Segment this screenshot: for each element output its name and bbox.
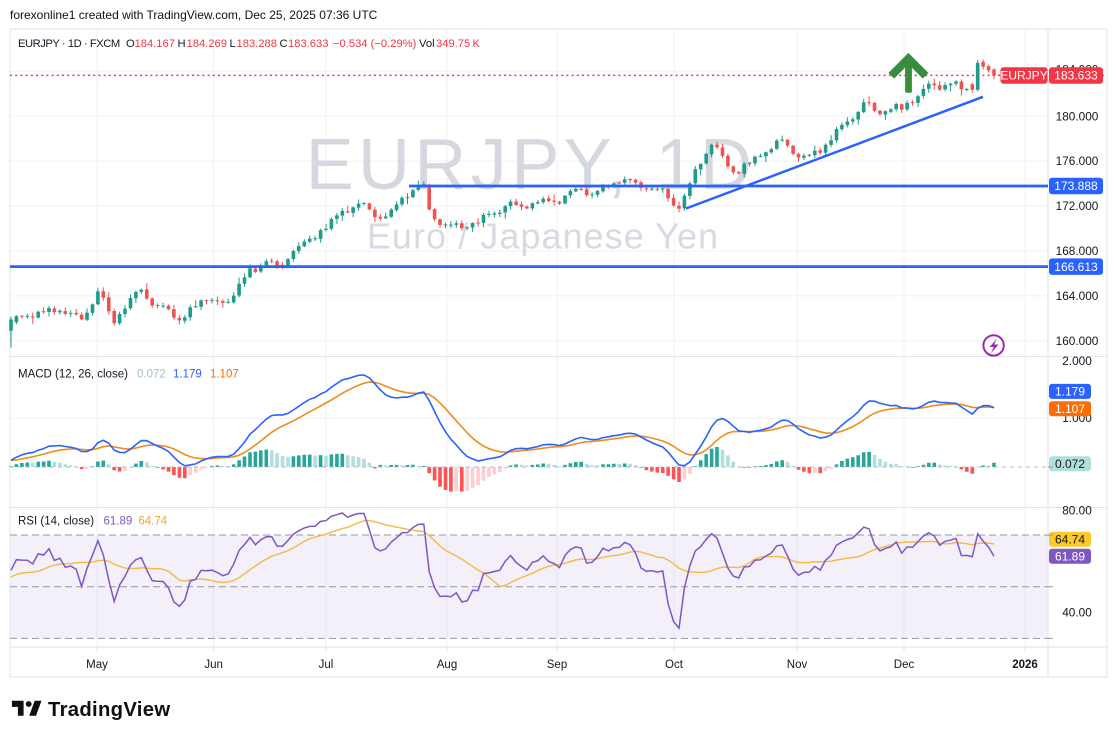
svg-text:Sep: Sep <box>547 659 567 671</box>
svg-text:183.633: 183.633 <box>1054 69 1098 83</box>
svg-text:0.072: 0.072 <box>1055 457 1085 471</box>
svg-text:C: C <box>280 38 288 50</box>
svg-text:168.000: 168.000 <box>1056 244 1099 258</box>
svg-text:183.288: 183.288 <box>237 38 277 50</box>
svg-text:64.74: 64.74 <box>138 516 167 528</box>
svg-text:184.269: 184.269 <box>187 38 227 50</box>
svg-text:EURJPY, 1D: EURJPY, 1D <box>306 125 757 205</box>
svg-text:166.613: 166.613 <box>1054 260 1098 274</box>
svg-text:2.000: 2.000 <box>1062 354 1092 368</box>
svg-text:80.00: 80.00 <box>1062 504 1092 518</box>
svg-text:MACD (12, 26, close): MACD (12, 26, close) <box>18 369 128 381</box>
svg-text:176.000: 176.000 <box>1056 154 1099 168</box>
svg-text:164.000: 164.000 <box>1056 289 1099 303</box>
svg-text:183.633: 183.633 <box>288 38 328 50</box>
svg-text:160.000: 160.000 <box>1056 334 1099 348</box>
svg-text:180.000: 180.000 <box>1056 109 1099 123</box>
svg-text:Vol: Vol <box>419 38 435 50</box>
svg-text:Aug: Aug <box>437 659 457 671</box>
svg-text:173.888: 173.888 <box>1054 179 1098 193</box>
svg-text:TradingView: TradingView <box>48 699 170 721</box>
svg-text:forexonline1 created with Trad: forexonline1 created with TradingView.co… <box>10 8 378 22</box>
svg-text:184.167: 184.167 <box>135 38 175 50</box>
svg-text:1.179: 1.179 <box>1055 385 1085 399</box>
svg-text:Jun: Jun <box>204 659 223 671</box>
svg-text:64.74: 64.74 <box>1055 533 1085 547</box>
svg-text:40.00: 40.00 <box>1062 606 1092 620</box>
svg-text:Euro / Japanese Yen: Euro / Japanese Yen <box>367 215 719 256</box>
svg-text:RSI (14, close): RSI (14, close) <box>18 516 94 528</box>
svg-text:L: L <box>230 38 236 50</box>
svg-text:1.179: 1.179 <box>173 369 202 381</box>
svg-text:2026: 2026 <box>1012 659 1038 671</box>
svg-text:1.107: 1.107 <box>210 369 239 381</box>
svg-text:H: H <box>178 38 186 50</box>
svg-text:EURJPY · 1D · FXCM: EURJPY · 1D · FXCM <box>18 38 120 50</box>
svg-text:O: O <box>126 38 135 50</box>
svg-text:−0.534 (−0.29%): −0.534 (−0.29%) <box>333 38 417 50</box>
svg-text:1.107: 1.107 <box>1055 402 1085 416</box>
svg-text:Nov: Nov <box>787 659 808 671</box>
svg-text:May: May <box>86 659 108 671</box>
svg-text:EURJPY: EURJPY <box>1000 69 1047 83</box>
svg-text:Dec: Dec <box>894 659 915 671</box>
svg-text:Oct: Oct <box>665 659 684 671</box>
svg-text:349.75 K: 349.75 K <box>436 38 480 50</box>
svg-text:61.89: 61.89 <box>104 516 133 528</box>
svg-text:Jul: Jul <box>319 659 334 671</box>
svg-text:172.000: 172.000 <box>1056 199 1099 213</box>
svg-text:0.072: 0.072 <box>137 369 166 381</box>
svg-text:61.89: 61.89 <box>1055 550 1085 564</box>
